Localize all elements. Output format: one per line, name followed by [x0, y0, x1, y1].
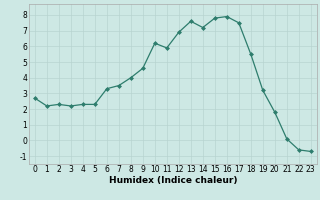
X-axis label: Humidex (Indice chaleur): Humidex (Indice chaleur) [108, 176, 237, 185]
